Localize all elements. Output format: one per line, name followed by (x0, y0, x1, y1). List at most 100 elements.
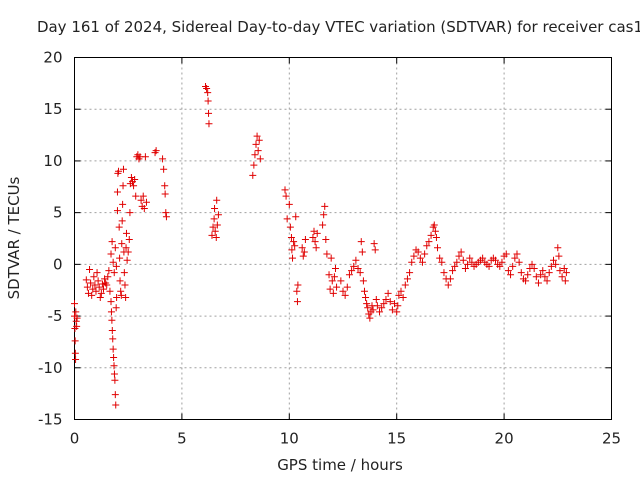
data-point (356, 269, 364, 277)
data-point (504, 267, 512, 275)
data-point (401, 281, 409, 289)
data-point (370, 240, 378, 248)
data-point (103, 281, 111, 289)
data-point (111, 376, 119, 384)
data-point (117, 291, 125, 299)
data-point (205, 109, 213, 117)
data-point (376, 308, 384, 316)
data-point (330, 273, 338, 281)
y-axis-label: SDTVAR / TECUs (5, 176, 23, 299)
data-point (479, 254, 487, 262)
data-point (313, 229, 321, 237)
data-point (509, 262, 517, 270)
data-point (288, 246, 296, 254)
data-marks (71, 82, 570, 409)
data-point (455, 252, 463, 260)
data-point (431, 227, 439, 235)
data-point (515, 258, 523, 266)
data-point (254, 147, 262, 155)
data-point (211, 205, 219, 213)
data-point (111, 244, 119, 252)
data-point (552, 260, 560, 268)
data-point (73, 322, 81, 330)
data-point (110, 269, 118, 277)
data-point (517, 269, 525, 277)
data-point (94, 277, 102, 285)
data-point (115, 223, 123, 231)
data-point (132, 192, 140, 200)
axis-ticks: 0 5 10 15 20 25 -15 -10 -5 0 5 10 15 20 (38, 49, 621, 448)
data-point (541, 273, 549, 281)
data-point (384, 289, 392, 297)
data-point (388, 306, 396, 314)
data-point (382, 296, 390, 304)
data-point (328, 277, 336, 285)
data-point (72, 308, 80, 316)
data-point (113, 188, 121, 196)
data-point (87, 279, 95, 287)
data-point (485, 262, 493, 270)
data-point (121, 281, 129, 289)
data-point (122, 293, 130, 301)
data-point (459, 256, 467, 264)
data-point (112, 304, 120, 312)
data-point (498, 258, 506, 266)
data-point (108, 327, 116, 335)
data-point (123, 256, 131, 264)
y-tick-label: 10 (43, 152, 62, 170)
data-point (210, 215, 218, 223)
data-point (350, 262, 358, 270)
data-point (395, 291, 403, 299)
y-tick-label: 20 (43, 49, 62, 67)
data-point (109, 335, 117, 343)
data-point (119, 200, 127, 208)
data-point (118, 240, 126, 248)
data-point (534, 279, 542, 287)
data-point (285, 200, 293, 208)
data-point (373, 302, 381, 310)
data-point (253, 132, 261, 140)
data-point (444, 281, 452, 289)
data-point (446, 275, 454, 283)
data-point (371, 246, 379, 254)
data-point (321, 202, 329, 210)
data-point (104, 273, 112, 281)
x-tick-label: 15 (387, 430, 406, 448)
data-point (299, 252, 307, 260)
data-point (547, 262, 555, 270)
data-point (537, 271, 545, 279)
data-point (109, 345, 117, 353)
data-point (326, 285, 334, 293)
data-point (91, 281, 99, 289)
data-point (449, 267, 457, 275)
data-point (461, 264, 469, 272)
data-point (545, 269, 553, 277)
data-point (162, 213, 170, 221)
data-point (140, 205, 148, 213)
data-point (530, 264, 538, 272)
data-point (291, 242, 299, 250)
y-tick-label: -10 (38, 359, 63, 377)
data-point (408, 258, 416, 266)
data-point (366, 314, 374, 322)
data-point (432, 233, 440, 241)
data-point (451, 262, 459, 270)
chart-title: Day 161 of 2024, Sidereal Day-to-day VTE… (37, 18, 640, 36)
data-point (111, 391, 119, 399)
data-point (107, 250, 115, 258)
data-point (397, 287, 405, 295)
data-point (109, 258, 117, 266)
data-point (386, 298, 394, 306)
data-point (311, 238, 319, 246)
grid-lines (74, 57, 612, 420)
data-point (507, 271, 515, 279)
data-point (90, 273, 98, 281)
data-point (372, 296, 380, 304)
data-point (430, 221, 438, 229)
data-point (554, 244, 562, 252)
data-point (152, 147, 160, 155)
x-tick-label: 10 (280, 430, 299, 448)
data-point (110, 370, 118, 378)
data-point (116, 277, 124, 285)
data-point (320, 211, 328, 219)
